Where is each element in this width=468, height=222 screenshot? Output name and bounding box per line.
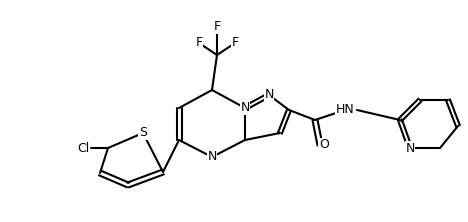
- Text: N: N: [405, 141, 415, 155]
- Text: N: N: [207, 151, 217, 163]
- Text: S: S: [139, 127, 147, 139]
- Text: F: F: [232, 36, 239, 50]
- Text: N: N: [240, 101, 250, 115]
- Text: F: F: [196, 36, 203, 50]
- Text: HN: HN: [336, 103, 354, 117]
- Text: F: F: [213, 20, 220, 34]
- Text: N: N: [264, 89, 274, 101]
- Text: O: O: [319, 139, 329, 151]
- Text: Cl: Cl: [77, 141, 89, 155]
